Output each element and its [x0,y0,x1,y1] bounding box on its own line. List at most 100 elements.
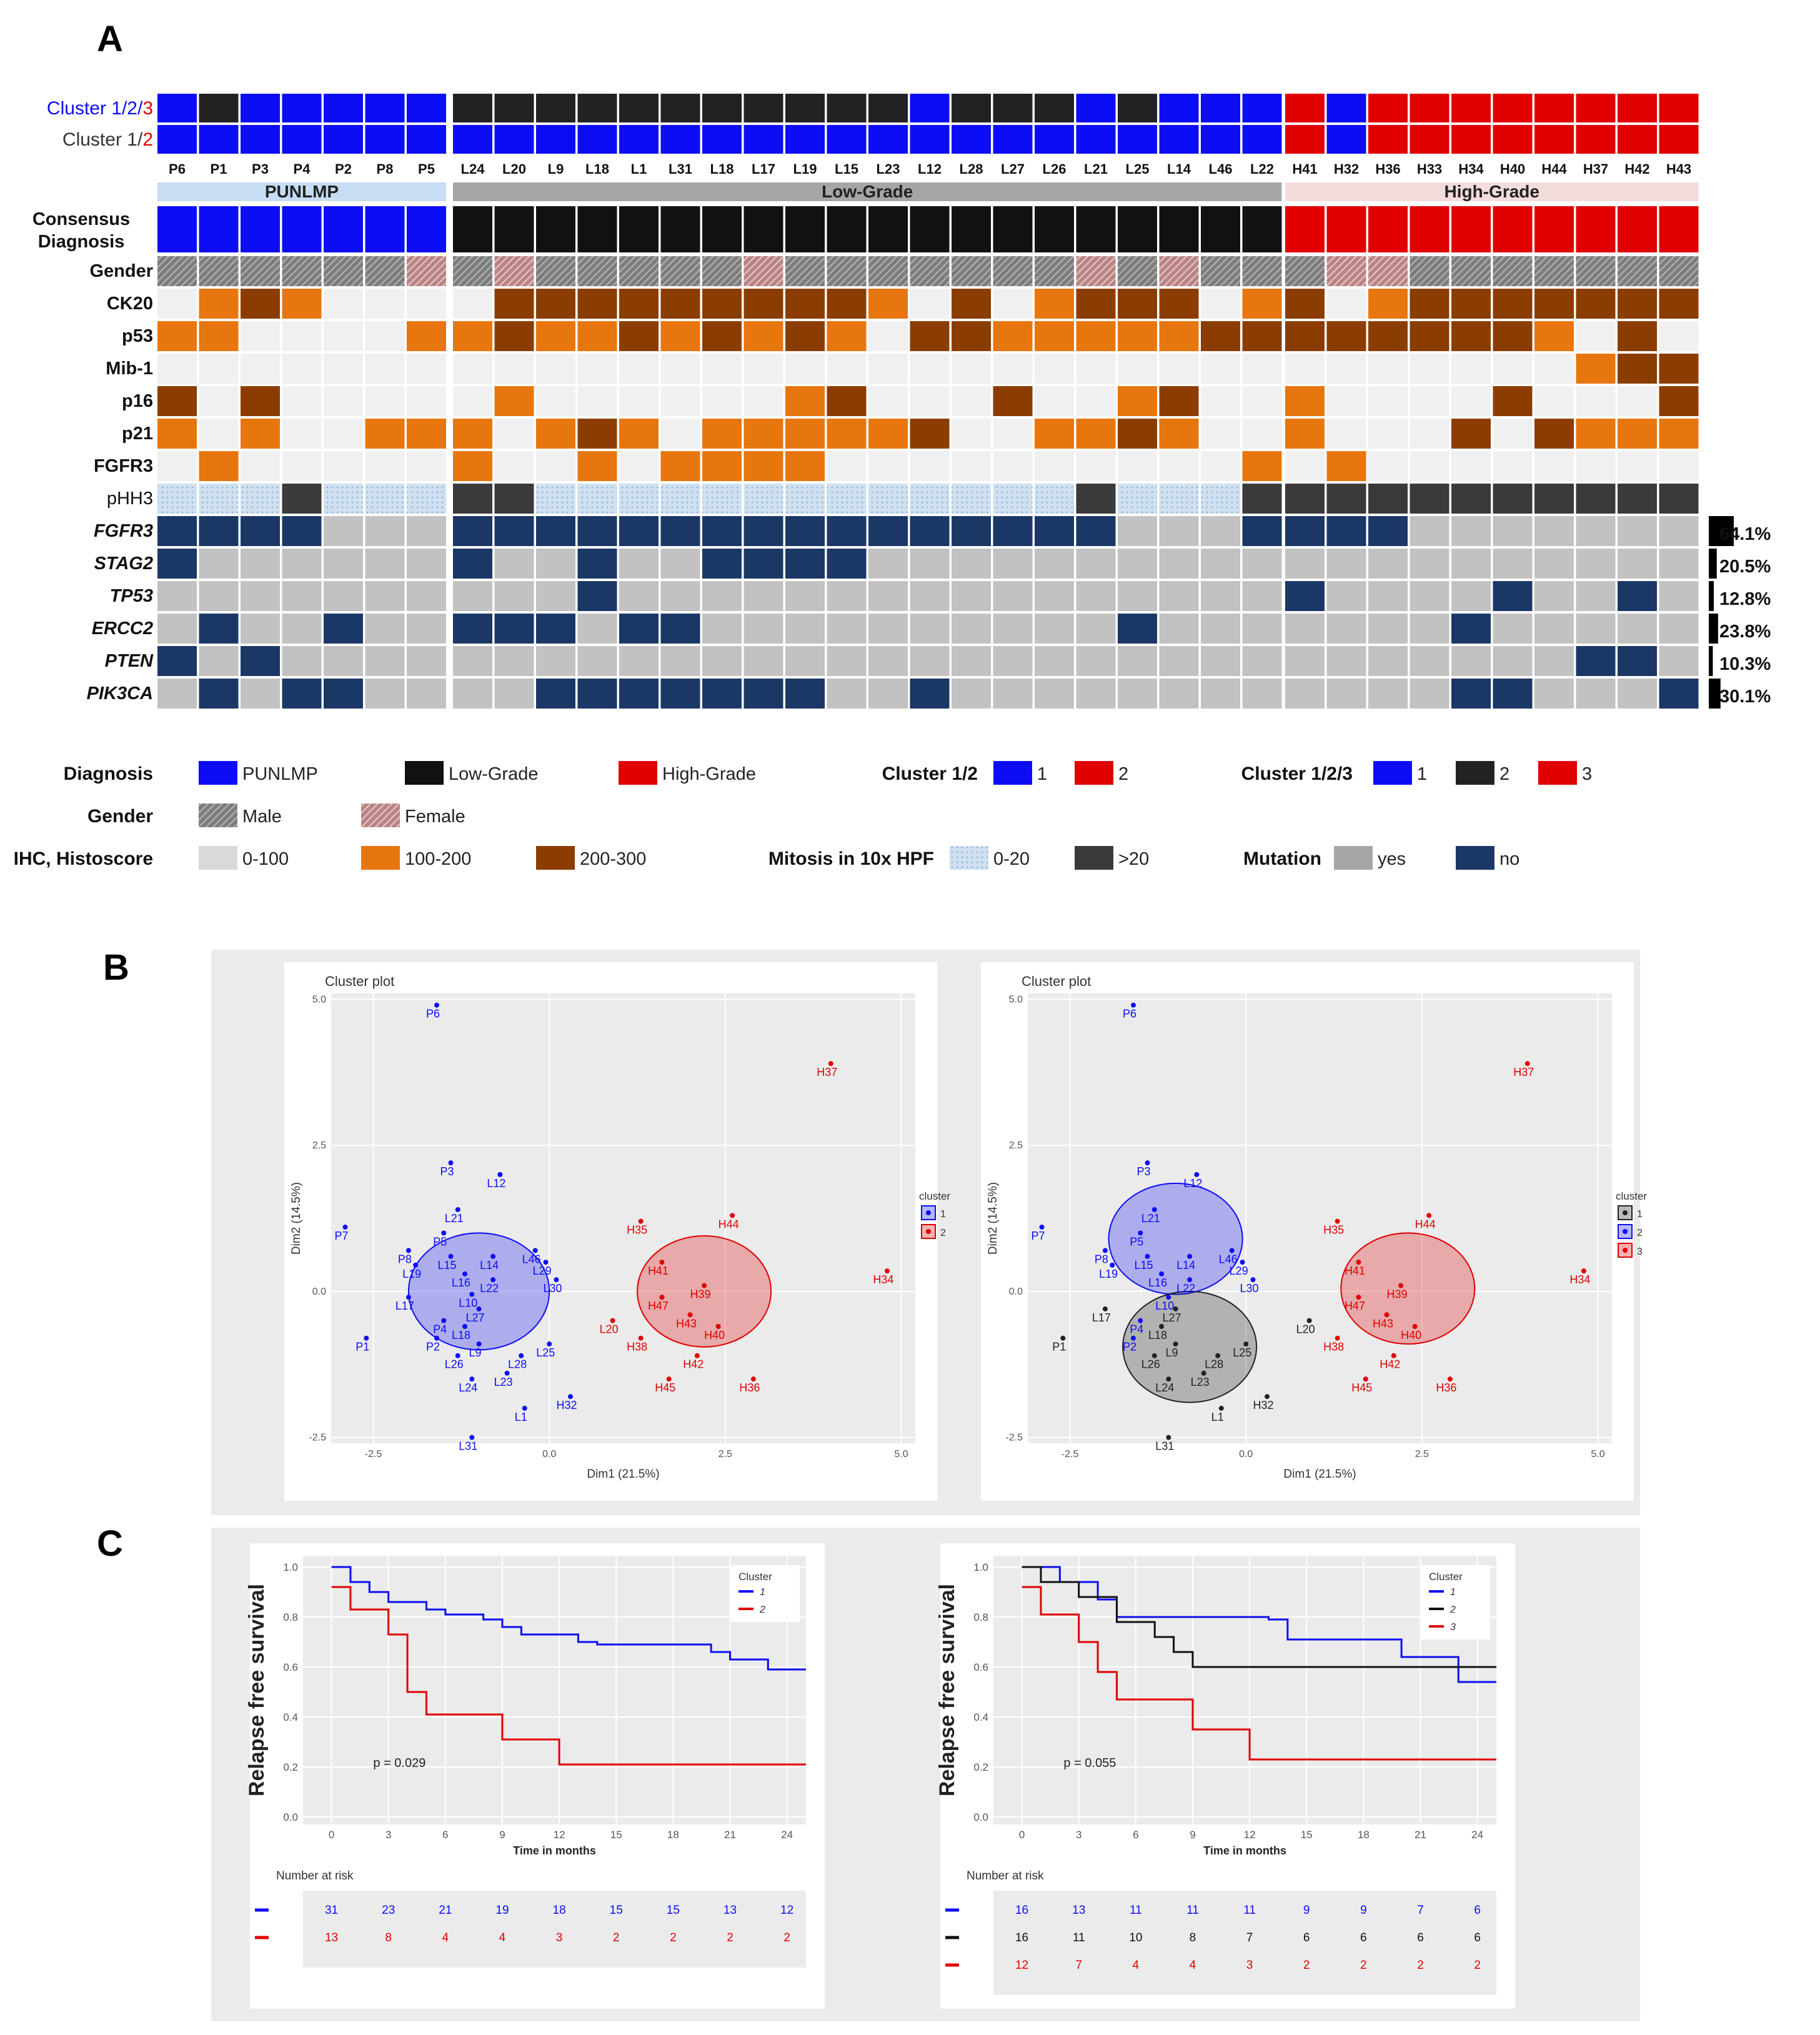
scatter-legend-title: cluster [1616,1190,1647,1202]
gender-cell [1076,256,1116,286]
ihc-cell [1493,386,1533,416]
diagnosis-cell [1451,206,1491,252]
diagnosis-cell [1493,206,1533,252]
ihc-cell [743,321,783,351]
mutation-cell [910,549,950,579]
mutation-cell [952,581,991,611]
cluster123-cell [619,94,659,122]
scatter-point-label: P5 [1130,1235,1143,1248]
legend-cluster123-3-label: 3 [1582,764,1592,784]
scatter-point-label: P7 [1032,1230,1045,1242]
mutation-cell [407,549,446,579]
cluster12-cell [1576,125,1616,154]
ihc-cell [868,419,908,449]
mutation-cell [1201,581,1240,611]
cluster12-cell [453,125,492,154]
phh3-cell [702,484,742,514]
ihc-cell [577,386,617,416]
gender-cell [910,256,950,286]
ihc-cell [1493,321,1533,351]
scatter-point [1412,1323,1418,1329]
gender-cell [407,256,446,286]
mutation-cell [577,679,617,709]
mutation-cell [577,614,617,644]
km-xtick: 18 [1358,1829,1370,1841]
gender-cell [494,256,534,286]
diagnosis-cell [1576,206,1616,252]
km-xtick: 3 [385,1829,391,1841]
mutation-cell [993,549,1033,579]
ihc-cell [702,451,742,481]
mutation-cell [241,581,280,611]
ihc-cell [1368,321,1408,351]
mutation-cell [241,679,280,709]
ihc-cell [1493,419,1533,449]
scatter-point [1159,1323,1165,1329]
ihc-cell [660,354,700,384]
ihc-cell [536,321,575,351]
mutation-cell [324,679,363,709]
legend-mitosis-low-swatch [950,846,988,870]
ihc-cell [1368,289,1408,319]
scatter-point [497,1172,503,1177]
mutation-cell [1076,516,1116,546]
cluster123-cell [1451,94,1491,122]
cluster123-cell [1659,94,1699,122]
mutation-cell [1368,614,1408,644]
diagnosis-cell [743,206,783,252]
legend-mutation-no-swatch [1456,846,1494,870]
risk-value: 19 [495,1904,509,1917]
scatter-point [448,1253,454,1259]
scatter-point [1166,1295,1171,1300]
mutation-cell [536,679,575,709]
mutation-cell [702,646,742,676]
mutation-cell [1659,679,1699,709]
scatter-point-label: L9 [1166,1346,1178,1359]
ihc-cell [619,321,659,351]
mutation-cell [1076,614,1116,644]
ihc-cell [1326,419,1366,449]
ihc-cell [536,419,575,449]
cluster123-cell [827,94,867,122]
mutation-cell [743,549,783,579]
legend-ihc-high-label: 200-300 [580,849,646,869]
sample-label: P8 [377,161,394,177]
cluster123-cell [1368,94,1408,122]
ihc-cell [536,386,575,416]
mutation-cell [868,614,908,644]
km-xtick: 6 [442,1829,448,1841]
gender-cell [1201,256,1240,286]
scatter-point [469,1291,475,1297]
sample-label: P5 [418,161,435,177]
scatter-point [1524,1061,1530,1067]
mutation-cell [1326,679,1366,709]
row-label-mutation: STAG2 [94,554,153,574]
mutation-cell [1451,614,1491,644]
km-ytick: 0.2 [973,1761,988,1773]
ihc-cell [1534,289,1574,319]
phh3-cell [1451,484,1491,514]
mutation-cell [785,679,825,709]
heatmap-legend: Diagnosis PUNLMP Low-Grade High-Grade Cluste… [14,761,1592,870]
risk-value: 4 [499,1931,506,1944]
mutation-cell [1534,679,1574,709]
row-label-cluster123: Cluster 1/2/3 [47,98,153,119]
phh3-cell [1076,484,1116,514]
scatter-point [434,1335,439,1341]
sample-label: H40 [1500,161,1525,177]
cluster12-cell [536,125,575,154]
mutation-cell [1285,679,1325,709]
scatter-point [1384,1312,1390,1318]
scatter-point [441,1318,447,1323]
ihc-cell [1618,419,1657,449]
mutation-cell [282,614,322,644]
group-band-label: PUNLMP [265,182,339,201]
km-ytick: 0.6 [973,1661,988,1673]
sample-label: L46 [1209,161,1233,177]
legend-ihc-mid-label: 100-200 [405,849,471,869]
mutation-cell [660,646,700,676]
risk-value: 31 [325,1904,338,1917]
mutation-cell [199,581,239,611]
ihc-cell [743,289,783,319]
mutation-cell [1493,549,1533,579]
